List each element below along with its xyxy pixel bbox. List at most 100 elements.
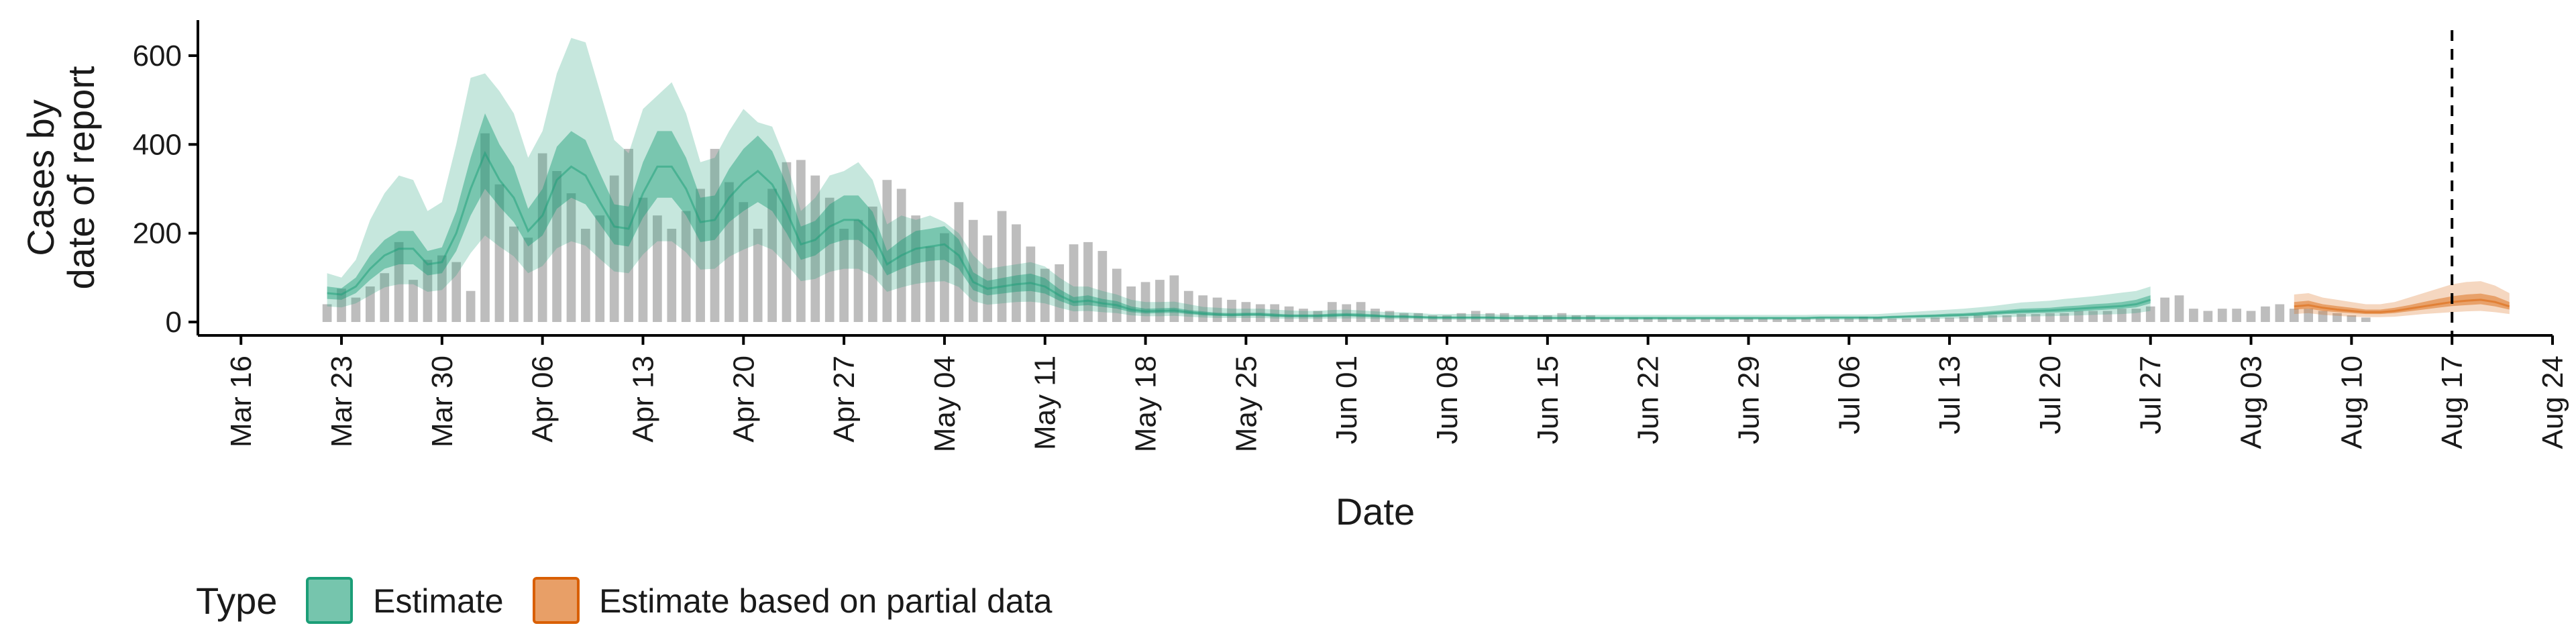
- observed-bar: [624, 148, 633, 323]
- observed-bar: [1801, 318, 1811, 322]
- observed-bar: [1743, 318, 1754, 322]
- partial-data-bands: [2294, 281, 2510, 317]
- observed-bar: [2031, 314, 2041, 322]
- observed-bar: [1342, 304, 1352, 322]
- observed-bar: [1658, 317, 1667, 322]
- observed-bar: [2088, 311, 2098, 322]
- legend: Type Estimate Estimate based on partial …: [196, 577, 1053, 624]
- observed-bar: [638, 197, 648, 322]
- x-tick-label: Jun 15: [1532, 356, 1564, 444]
- y-axis-title-line1: Cases by: [19, 99, 62, 256]
- observed-bar: [337, 288, 346, 322]
- observed-bar: [1887, 318, 1897, 322]
- observed-bar: [782, 162, 792, 322]
- observed-bar: [739, 202, 749, 322]
- observed-bar: [2189, 309, 2198, 322]
- observed-bar: [853, 219, 863, 322]
- observed-bar: [1672, 318, 1682, 322]
- observed-bar: [724, 182, 734, 322]
- observed-bar: [1715, 318, 1725, 322]
- estimate-band-50: [327, 113, 2151, 319]
- estimate-band-90: [327, 38, 2151, 320]
- x-tick-label: May 25: [1230, 356, 1263, 452]
- observed-bar: [1643, 317, 1653, 322]
- x-tick-label: May 11: [1029, 356, 1062, 450]
- plot-area: [322, 30, 2510, 335]
- x-tick-label: Apr 20: [727, 356, 760, 443]
- observed-bar: [1873, 317, 1882, 322]
- x-tick-label: Apr 06: [527, 356, 559, 443]
- observed-bar: [1614, 317, 1624, 322]
- partial-band-50: [2294, 293, 2510, 315]
- y-tick-label: 400: [133, 128, 182, 161]
- observed-bar: [1858, 317, 1868, 322]
- observed-bar: [2304, 309, 2314, 322]
- observed-bar: [1270, 304, 1280, 322]
- x-tick-label: Aug 24: [2536, 356, 2569, 449]
- observed-bars: [322, 133, 2371, 323]
- observed-bar: [1442, 315, 1452, 322]
- observed-bar: [1212, 297, 1222, 322]
- observed-bar: [911, 215, 920, 322]
- x-tick-label: Jul 13: [1933, 356, 1966, 434]
- observed-bar: [1786, 318, 1796, 322]
- observed-bar: [925, 246, 935, 322]
- observed-bar: [494, 184, 504, 322]
- x-tick-label: Aug 03: [2235, 356, 2268, 449]
- legend-label-estimate: Estimate: [373, 582, 504, 620]
- observed-bar: [1758, 318, 1768, 322]
- x-tick-label: Aug 10: [2335, 356, 2368, 449]
- observed-bar: [1470, 311, 1481, 322]
- observed-bar: [1183, 290, 1193, 322]
- legend-swatch-estimate: [306, 577, 353, 624]
- observed-bar: [466, 290, 476, 322]
- observed-bar: [380, 273, 390, 322]
- observed-bar: [2332, 313, 2342, 322]
- observed-bar: [1600, 317, 1610, 322]
- estimate-bands: [327, 38, 2151, 320]
- legend-label-partial: Estimate based on partial data: [599, 582, 1053, 620]
- observed-bar: [2261, 306, 2270, 322]
- x-tick-label: Jul 06: [1833, 356, 1866, 434]
- x-tick-label: Mar 16: [225, 356, 258, 447]
- observed-bar: [1916, 318, 1926, 322]
- observed-bar: [1902, 318, 1911, 322]
- observed-bar: [940, 233, 949, 322]
- observed-bar: [2347, 315, 2357, 322]
- x-tick-label: Jul 27: [2135, 356, 2167, 434]
- observed-bar: [968, 219, 978, 322]
- observed-bar: [1988, 315, 1998, 322]
- observed-bar: [1830, 318, 1839, 322]
- observed-bar: [2361, 317, 2371, 322]
- observed-bar: [409, 280, 418, 322]
- observed-bar: [566, 193, 576, 322]
- x-tick-label: Jun 01: [1330, 356, 1363, 444]
- observed-bar: [451, 262, 462, 322]
- observed-bar: [1198, 295, 1208, 322]
- observed-bar: [1040, 268, 1050, 322]
- y-tick-label: 0: [166, 306, 182, 339]
- y-tick-label: 600: [133, 40, 182, 72]
- observed-bar: [2074, 311, 2084, 322]
- observed-bar: [2246, 311, 2256, 322]
- observed-bar: [1629, 317, 1639, 322]
- x-tick-label: May 18: [1130, 356, 1163, 452]
- observed-bar: [1327, 302, 1337, 322]
- observed-bar: [2017, 314, 2026, 322]
- observed-bar: [2160, 297, 2169, 322]
- observed-bar: [868, 206, 877, 322]
- observed-bar: [997, 211, 1007, 322]
- x-tick-label: May 04: [928, 356, 961, 452]
- observed-bar: [423, 260, 433, 322]
- observed-bar: [839, 229, 849, 322]
- legend-swatch-partial: [533, 577, 580, 624]
- observed-bar: [2002, 315, 2012, 322]
- x-tick-label: Aug 17: [2436, 356, 2469, 449]
- observed-bar: [1686, 318, 1696, 322]
- observed-bar: [983, 235, 992, 322]
- observed-bar: [954, 202, 964, 322]
- observed-bar: [1428, 315, 1438, 322]
- observed-bar: [552, 171, 561, 322]
- observed-bar: [1012, 224, 1021, 322]
